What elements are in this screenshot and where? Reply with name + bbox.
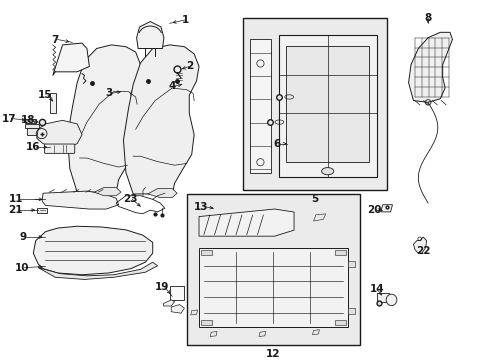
Text: 7: 7 [51,35,59,45]
Polygon shape [33,226,152,275]
Text: 16: 16 [26,142,41,152]
Text: 21: 21 [8,205,22,215]
Polygon shape [408,32,451,102]
Polygon shape [123,45,199,194]
Bar [201,250,212,255]
Bar [50,93,56,113]
Ellipse shape [386,294,396,306]
Text: 14: 14 [369,284,384,294]
Polygon shape [94,188,121,196]
Text: 10: 10 [15,262,29,273]
Polygon shape [380,205,392,212]
Bar [25,118,36,123]
Bar [27,128,73,135]
Text: 20: 20 [366,205,381,215]
Text: 23: 23 [123,194,138,204]
Bar [250,39,270,173]
Polygon shape [413,237,426,253]
Text: 17: 17 [1,113,16,123]
Bar [347,308,354,314]
FancyBboxPatch shape [44,144,75,153]
Ellipse shape [321,168,333,175]
Polygon shape [147,189,177,198]
Text: 19: 19 [155,282,169,292]
Text: 8: 8 [424,13,431,23]
Polygon shape [171,305,184,313]
Bar [285,46,368,162]
Polygon shape [259,332,265,337]
Polygon shape [42,191,119,209]
Polygon shape [313,214,325,221]
Text: 5: 5 [310,194,318,204]
Bar [37,208,47,213]
Bar [201,320,212,325]
Text: 13: 13 [194,202,208,212]
Bar [347,261,354,267]
Text: 6: 6 [273,139,280,149]
Polygon shape [136,22,163,49]
Polygon shape [53,43,89,76]
Text: 15: 15 [38,90,53,100]
Polygon shape [190,310,197,315]
Bar [25,124,39,128]
Bar [169,285,184,300]
Bar [243,18,386,190]
Polygon shape [199,209,293,236]
Polygon shape [210,332,217,337]
Text: 12: 12 [265,349,280,359]
Bar [335,320,346,325]
Text: 22: 22 [415,246,429,256]
Text: 11: 11 [9,194,23,204]
Polygon shape [38,262,157,279]
Text: 18: 18 [21,115,36,125]
Text: 9: 9 [20,232,27,242]
Bar [199,248,347,327]
Bar [186,194,359,345]
Text: 4: 4 [168,81,176,91]
Text: 3: 3 [105,89,112,98]
Bar [335,250,346,255]
Polygon shape [312,330,319,335]
Text: 1: 1 [182,15,189,25]
Polygon shape [163,300,174,306]
Text: 2: 2 [185,62,192,71]
Bar [278,35,376,176]
Polygon shape [67,45,140,192]
Polygon shape [37,120,82,147]
Bar [376,293,388,302]
